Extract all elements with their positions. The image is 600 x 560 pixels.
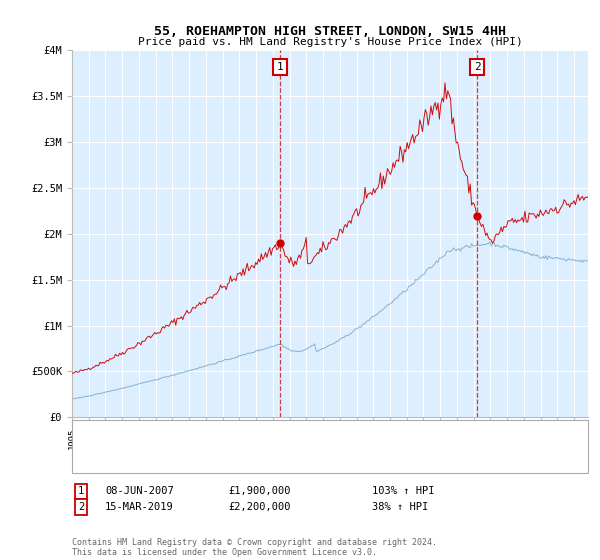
Text: ———: ——— xyxy=(78,428,100,441)
Text: Contains HM Land Registry data © Crown copyright and database right 2024.
This d: Contains HM Land Registry data © Crown c… xyxy=(72,538,437,557)
Text: 1: 1 xyxy=(277,62,284,72)
Text: 103% ↑ HPI: 103% ↑ HPI xyxy=(372,486,434,496)
Text: 2: 2 xyxy=(474,62,481,72)
Text: 15-MAR-2019: 15-MAR-2019 xyxy=(105,502,174,512)
Text: HPI: Average price, detached house, Wandsworth: HPI: Average price, detached house, Wand… xyxy=(114,454,384,464)
Text: 55, ROEHAMPTON HIGH STREET, LONDON, SW15 4HH: 55, ROEHAMPTON HIGH STREET, LONDON, SW15… xyxy=(154,25,506,38)
Text: 1: 1 xyxy=(78,486,84,496)
Text: 55, ROEHAMPTON HIGH STREET, LONDON, SW15 4HH (detached house): 55, ROEHAMPTON HIGH STREET, LONDON, SW15… xyxy=(114,430,472,440)
Text: Price paid vs. HM Land Registry's House Price Index (HPI): Price paid vs. HM Land Registry's House … xyxy=(137,37,523,47)
Text: £1,900,000: £1,900,000 xyxy=(228,486,290,496)
Text: 08-JUN-2007: 08-JUN-2007 xyxy=(105,486,174,496)
Text: £2,200,000: £2,200,000 xyxy=(228,502,290,512)
Text: ———: ——— xyxy=(78,452,100,465)
Text: 2: 2 xyxy=(78,502,84,512)
Text: 38% ↑ HPI: 38% ↑ HPI xyxy=(372,502,428,512)
